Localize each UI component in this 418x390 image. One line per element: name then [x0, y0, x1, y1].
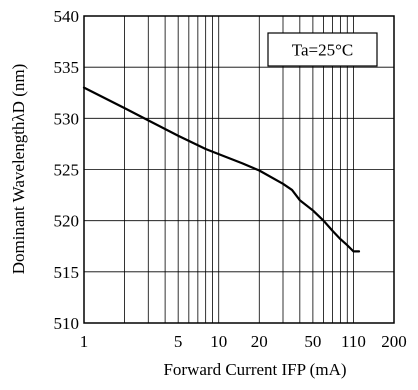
y-tick-label: 520 [54, 212, 80, 231]
y-tick-labels: 510 515 520 525 530 535 540 [54, 7, 80, 333]
y-tick-label: 540 [54, 7, 80, 26]
x-tick-label: 110 [341, 332, 366, 351]
temperature-annotation: Ta=25°C [267, 32, 378, 67]
x-tick-label: 20 [251, 332, 268, 351]
y-tick-label: 525 [54, 161, 80, 180]
annotation-label: Ta=25°C [292, 41, 353, 60]
plot-frame [83, 15, 395, 324]
x-tick-labels: 1 5 10 20 50 110 200 [80, 332, 407, 351]
y-tick-label: 515 [54, 263, 80, 282]
x-tick-label: 10 [210, 332, 227, 351]
x-axis-title: Forward Current IFP (mA) [163, 360, 346, 379]
y-axis-title: Dominant WavelengthλD (nm) [9, 64, 28, 275]
annotation-box [267, 32, 378, 67]
x-tick-label: 200 [381, 332, 407, 351]
y-tick-label: 530 [54, 109, 80, 128]
x-tick-label: 5 [174, 332, 183, 351]
y-tick-label: 535 [54, 58, 80, 77]
y-tick-label: 510 [54, 314, 80, 333]
x-tick-label: 50 [304, 332, 321, 351]
x-tick-label: 1 [80, 332, 89, 351]
series-line-layer [82, 86, 361, 253]
series-line [82, 86, 361, 253]
